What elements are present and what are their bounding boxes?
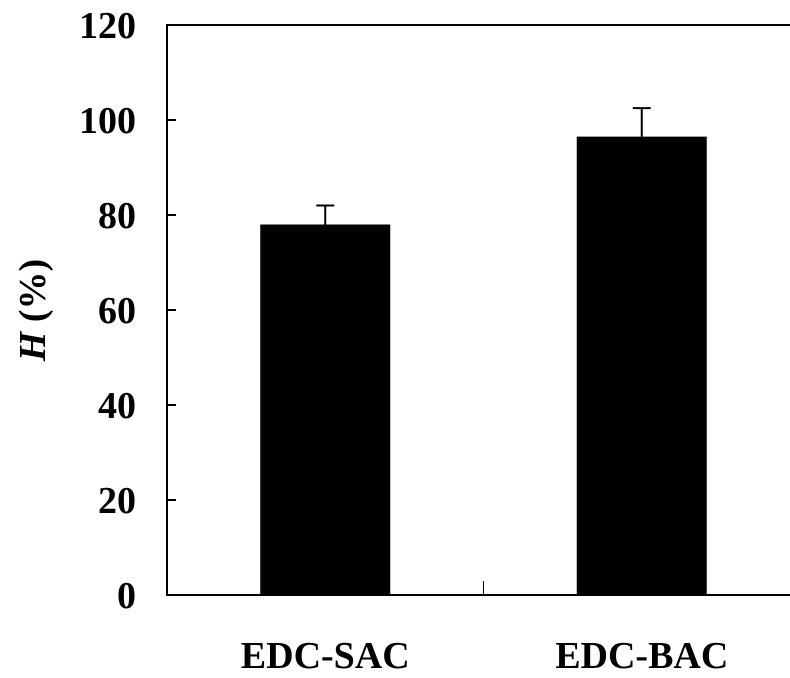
y-tick-label: 20 [98, 480, 136, 522]
y-tick-label: 40 [98, 385, 136, 427]
y-tick-label: 100 [79, 100, 136, 142]
category-label: EDC-SAC [241, 635, 410, 677]
y-tick-label: 120 [79, 5, 136, 47]
error-bars [316, 107, 651, 225]
y-axis-label-unit: (%) [12, 259, 54, 332]
y-tick-label: 80 [98, 195, 136, 237]
y-axis-label: H (%) [12, 259, 54, 362]
y-axis-tick-labels: 0 20 40 60 80 100 120 [79, 5, 136, 617]
bar-edc-bac [576, 136, 707, 595]
category-label: EDC-BAC [555, 635, 728, 677]
bar-edc-sac [260, 224, 391, 595]
bars [260, 136, 707, 595]
y-axis-ticks [167, 24, 176, 596]
y-tick-label: 0 [117, 575, 136, 617]
category-labels: EDC-SAC EDC-BAC [241, 635, 729, 677]
y-tick-label: 60 [98, 290, 136, 332]
y-axis-label-symbol: H [12, 330, 54, 362]
